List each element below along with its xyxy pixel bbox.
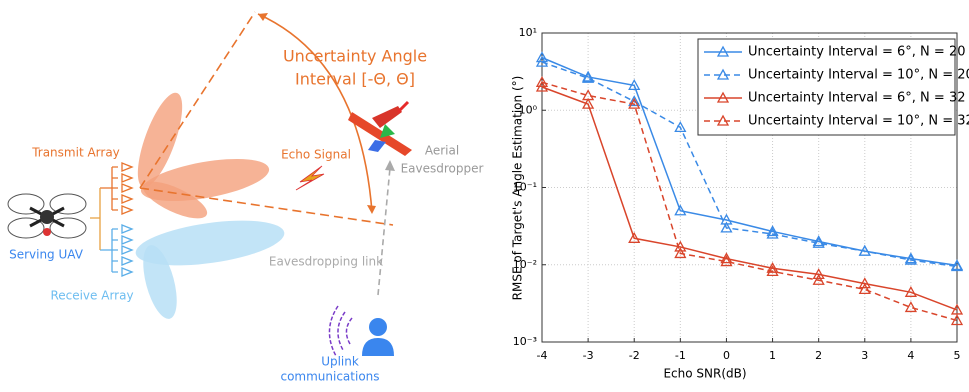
array-feed (90, 188, 100, 250)
aerial-label: Eavesdropper (401, 162, 484, 176)
tx-array (100, 163, 132, 214)
x-tick-label: -4 (537, 349, 548, 362)
aerial-label: Aerial (425, 144, 459, 158)
x-tick-label: 4 (907, 349, 914, 362)
angle-arc (258, 14, 372, 212)
legend: Uncertainty Interval = 6°, N = 20 Uncerta… (698, 39, 969, 135)
uplink-label: Uplink (321, 355, 359, 369)
x-tick-label: 3 (861, 349, 868, 362)
x-tick-label: -2 (629, 349, 640, 362)
link-label: Eavesdropping link (269, 255, 383, 269)
user-icon (329, 306, 394, 356)
x-tick-label: 1 (769, 349, 776, 362)
eavesdrop-arrow (385, 160, 395, 171)
chart: Echo SNR(dB) RMSE of Target's Angle Esti… (511, 26, 969, 381)
echo-label: Echo Signal (281, 148, 351, 162)
x-tick-label: -3 (583, 349, 594, 362)
receive-label: Receive Array (50, 289, 133, 303)
x-tick-label: 0 (723, 349, 730, 362)
x-tick-label: 5 (954, 349, 961, 362)
uplink-label: communications (280, 370, 379, 384)
eavesdrop-link (378, 168, 390, 295)
legend-label: Uncertainty Interval = 6°, N = 32 (748, 91, 965, 106)
aircraft-icon (348, 102, 412, 156)
y-tick-label: 10⁻¹ (513, 181, 537, 194)
legend-label: Uncertainty Interval = 10°, N = 20 (748, 68, 969, 83)
angle-title: Uncertainty Angle (283, 47, 427, 66)
x-tick-label: 2 (815, 349, 822, 362)
arc-arrows (258, 13, 376, 214)
diagram-labels: Uncertainty Angle Interval [-Θ, Θ] Trans… (9, 47, 483, 384)
transmit-label: Transmit Array (31, 146, 120, 160)
angle-title: Interval [-Θ, Θ] (295, 70, 415, 89)
rx-array (100, 225, 132, 276)
y-tick-label: 10⁻² (513, 258, 537, 271)
y-tick-label: 10⁻³ (513, 335, 537, 348)
y-tick-label: 10¹ (519, 26, 537, 39)
uav-label: Serving UAV (9, 248, 84, 262)
uav-icon (8, 194, 86, 238)
x-axis-label: Echo SNR(dB) (663, 367, 746, 381)
x-tick-label: -1 (675, 349, 686, 362)
legend-label: Uncertainty Interval = 10°, N = 32 (748, 114, 969, 129)
legend-label: Uncertainty Interval = 6°, N = 20 (748, 45, 965, 60)
y-tick-label: 10⁰ (519, 103, 538, 116)
echo-bolt (296, 166, 324, 190)
